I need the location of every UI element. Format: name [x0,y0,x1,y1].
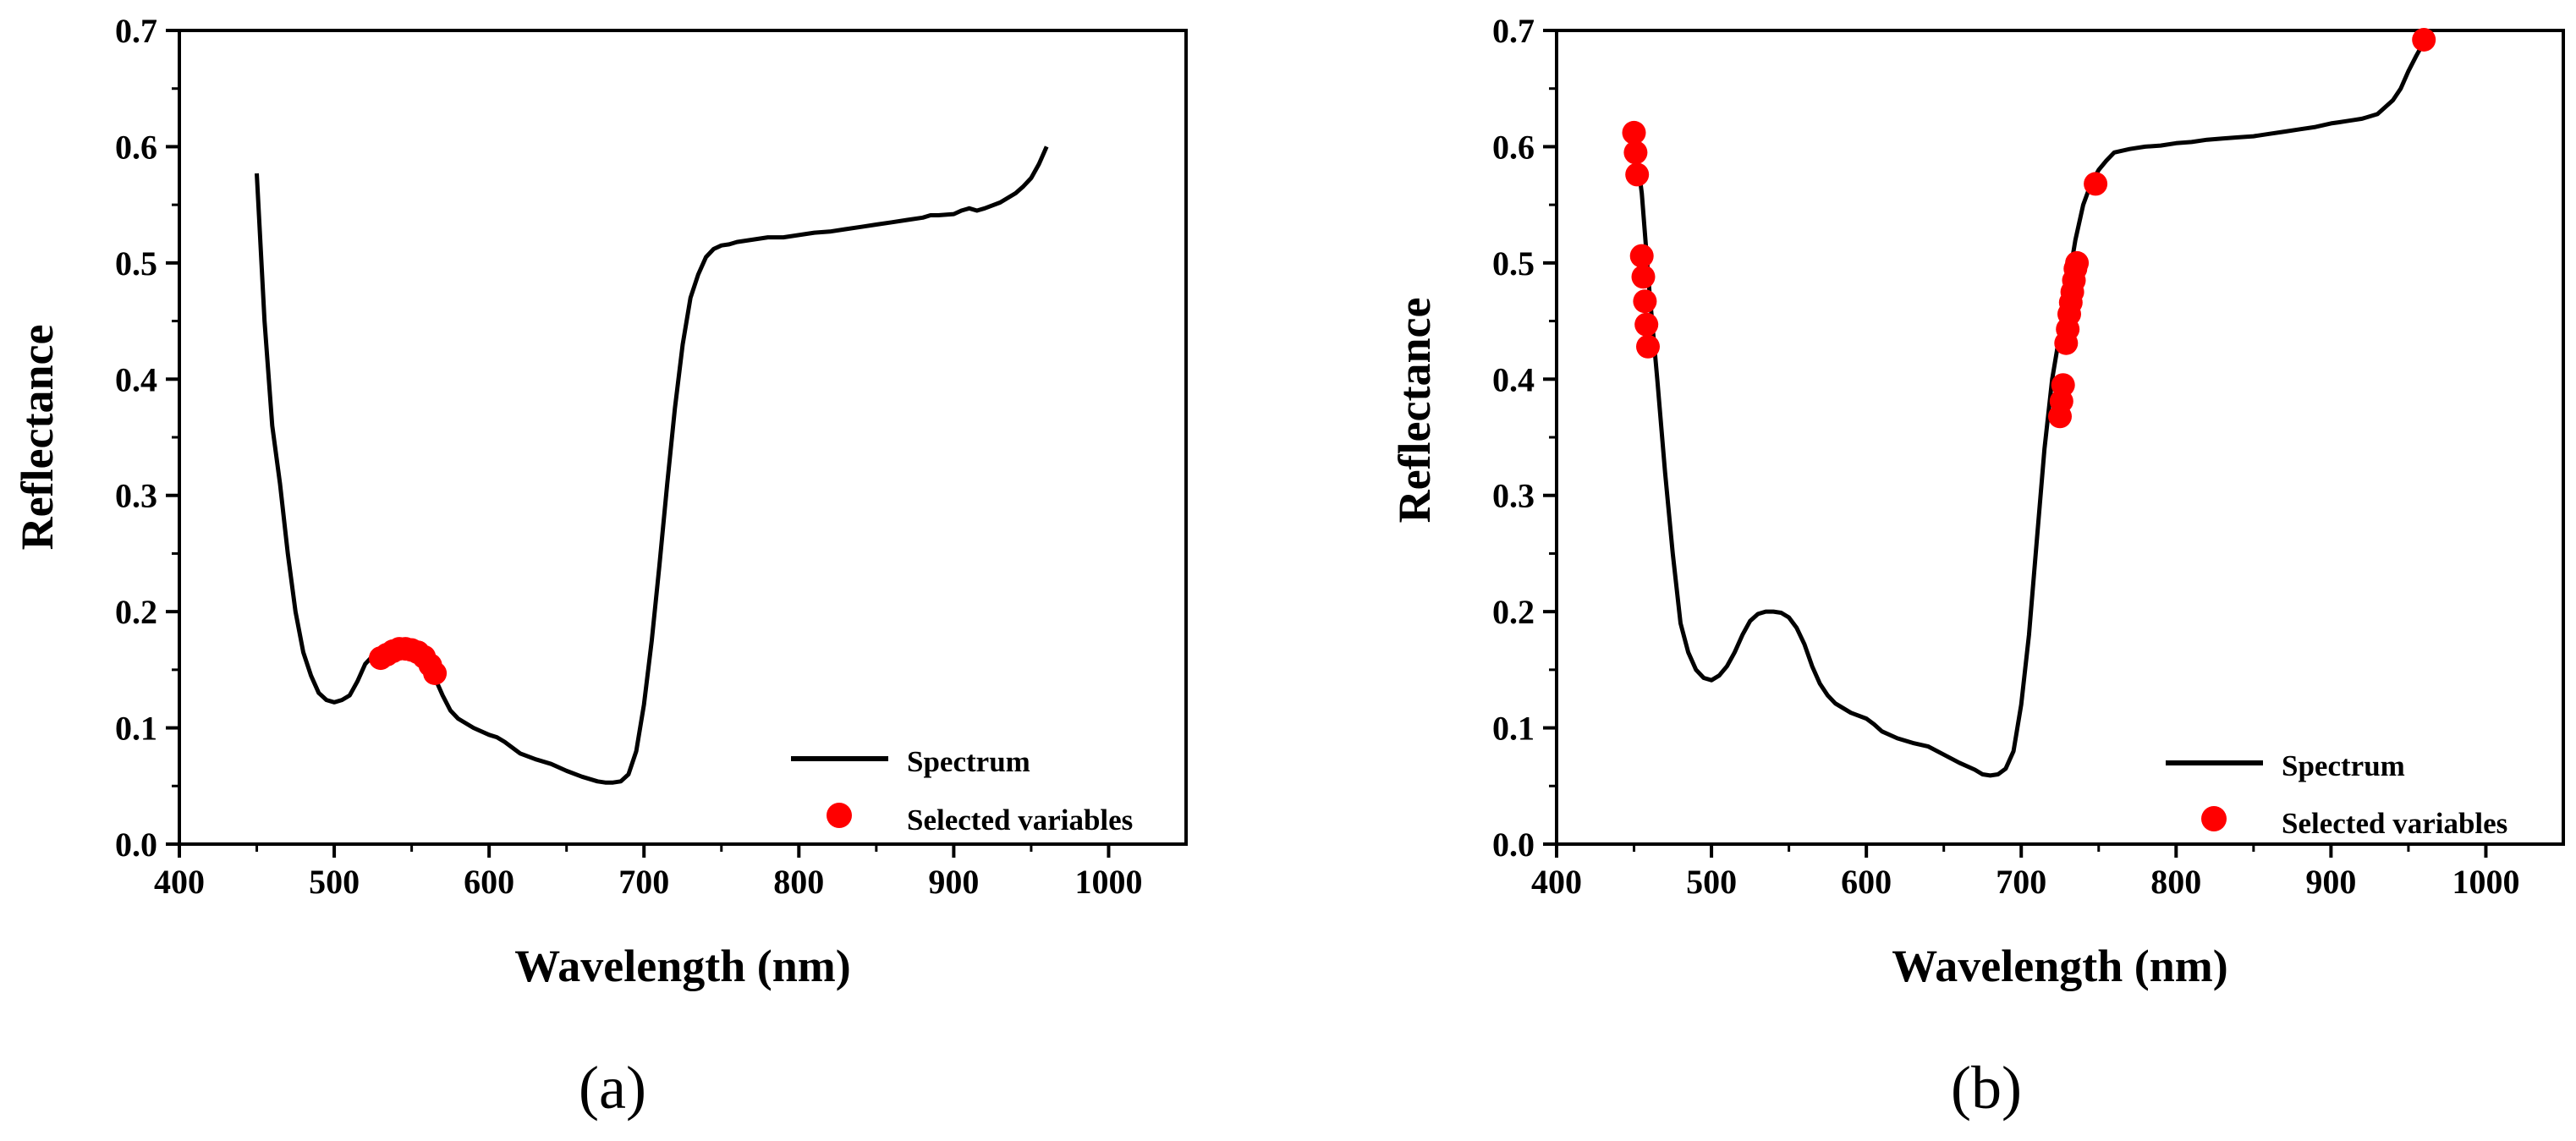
x-tick-label: 800 [773,863,824,901]
selected-variable-point [1623,140,1648,165]
x-tick-label: 700 [1996,863,2046,901]
spectrum-line [1632,41,2426,778]
y-tick-label: 0.4 [1492,360,1535,398]
x-tick-label: 600 [1841,863,1892,901]
selected-variable-point [1631,265,1656,289]
selected-variable-point [1629,244,1654,268]
spectrum-line [255,145,1049,785]
x-tick-label: 1000 [1074,863,1142,901]
y-tick-label: 0.0 [1492,826,1535,864]
chart-panel-a: 400 500 600 700 800 900 1000 0.0 0.1 0.2… [12,12,1188,1122]
selected-variable-point [423,661,448,685]
plot-frame [1555,29,2565,846]
y-axis-ticks [1543,29,1557,846]
y-axis-title: Reflectance [12,325,63,551]
selected-variable-point [2051,373,2075,398]
legend-label-selected-variables: Selected variables [2282,807,2507,840]
y-tick-label: 0.1 [115,710,157,748]
plot-frame [178,29,1188,846]
selected-variable-point [1634,312,1659,337]
y-tick-label: 0.3 [115,477,157,515]
legend-label-spectrum: Spectrum [907,745,1030,778]
panel-label: (b) [1951,1054,2022,1122]
x-axis-title: Wavelength (nm) [514,941,851,991]
selected-variable-point [2412,28,2436,52]
y-tick-label: 0.6 [1492,128,1535,166]
y-axis-title: Reflectance [1389,298,1440,524]
x-tick-label: 500 [309,863,360,901]
y-tick-label: 0.2 [115,593,157,631]
selected-variable-point [1625,162,1650,187]
x-tick-label: 600 [464,863,514,901]
selected-variable-point [2065,250,2090,275]
selected-variable-point [2084,172,2108,196]
x-tick-label: 900 [928,863,979,901]
y-tick-label: 0.5 [115,244,157,283]
y-tick-label: 0.3 [1492,477,1535,515]
y-tick-label: 0.2 [1492,593,1535,631]
y-tick-label: 0.5 [1492,244,1535,283]
y-tick-label: 0.4 [115,360,157,398]
chart-panel-b: 400 500 600 700 800 900 1000 0.0 0.1 0.2… [1389,12,2565,1122]
y-tick-label: 0.7 [1492,12,1535,50]
legend-label-spectrum: Spectrum [2282,749,2405,782]
x-axis-title: Wavelength (nm) [1892,941,2228,991]
x-tick-label: 400 [1531,863,1582,901]
x-tick-label: 500 [1686,863,1737,901]
legend-label-selected-variables: Selected variables [907,804,1133,837]
series-layer [1622,28,2436,778]
series-layer [255,145,1049,785]
legend-marker-sample [2201,806,2227,831]
panel-label: (a) [579,1054,646,1122]
x-tick-label: 700 [618,863,669,901]
y-axis-ticks [166,29,179,846]
selected-variable-point [1636,334,1660,359]
y-tick-label: 0.7 [115,12,157,50]
selected-variable-point [1633,289,1657,314]
y-tick-label: 0.1 [1492,710,1535,748]
x-tick-label: 900 [2305,863,2356,901]
x-tick-label: 400 [154,863,205,901]
y-tick-label: 0.6 [115,128,157,166]
x-tick-label: 800 [2150,863,2201,901]
y-tick-label: 0.0 [115,826,157,864]
x-tick-label: 1000 [2452,863,2519,901]
x-axis-ticks [178,844,1111,858]
legend-marker-sample [827,803,852,828]
selected-variable-point [1622,120,1646,145]
x-axis-ticks [1555,844,2488,858]
